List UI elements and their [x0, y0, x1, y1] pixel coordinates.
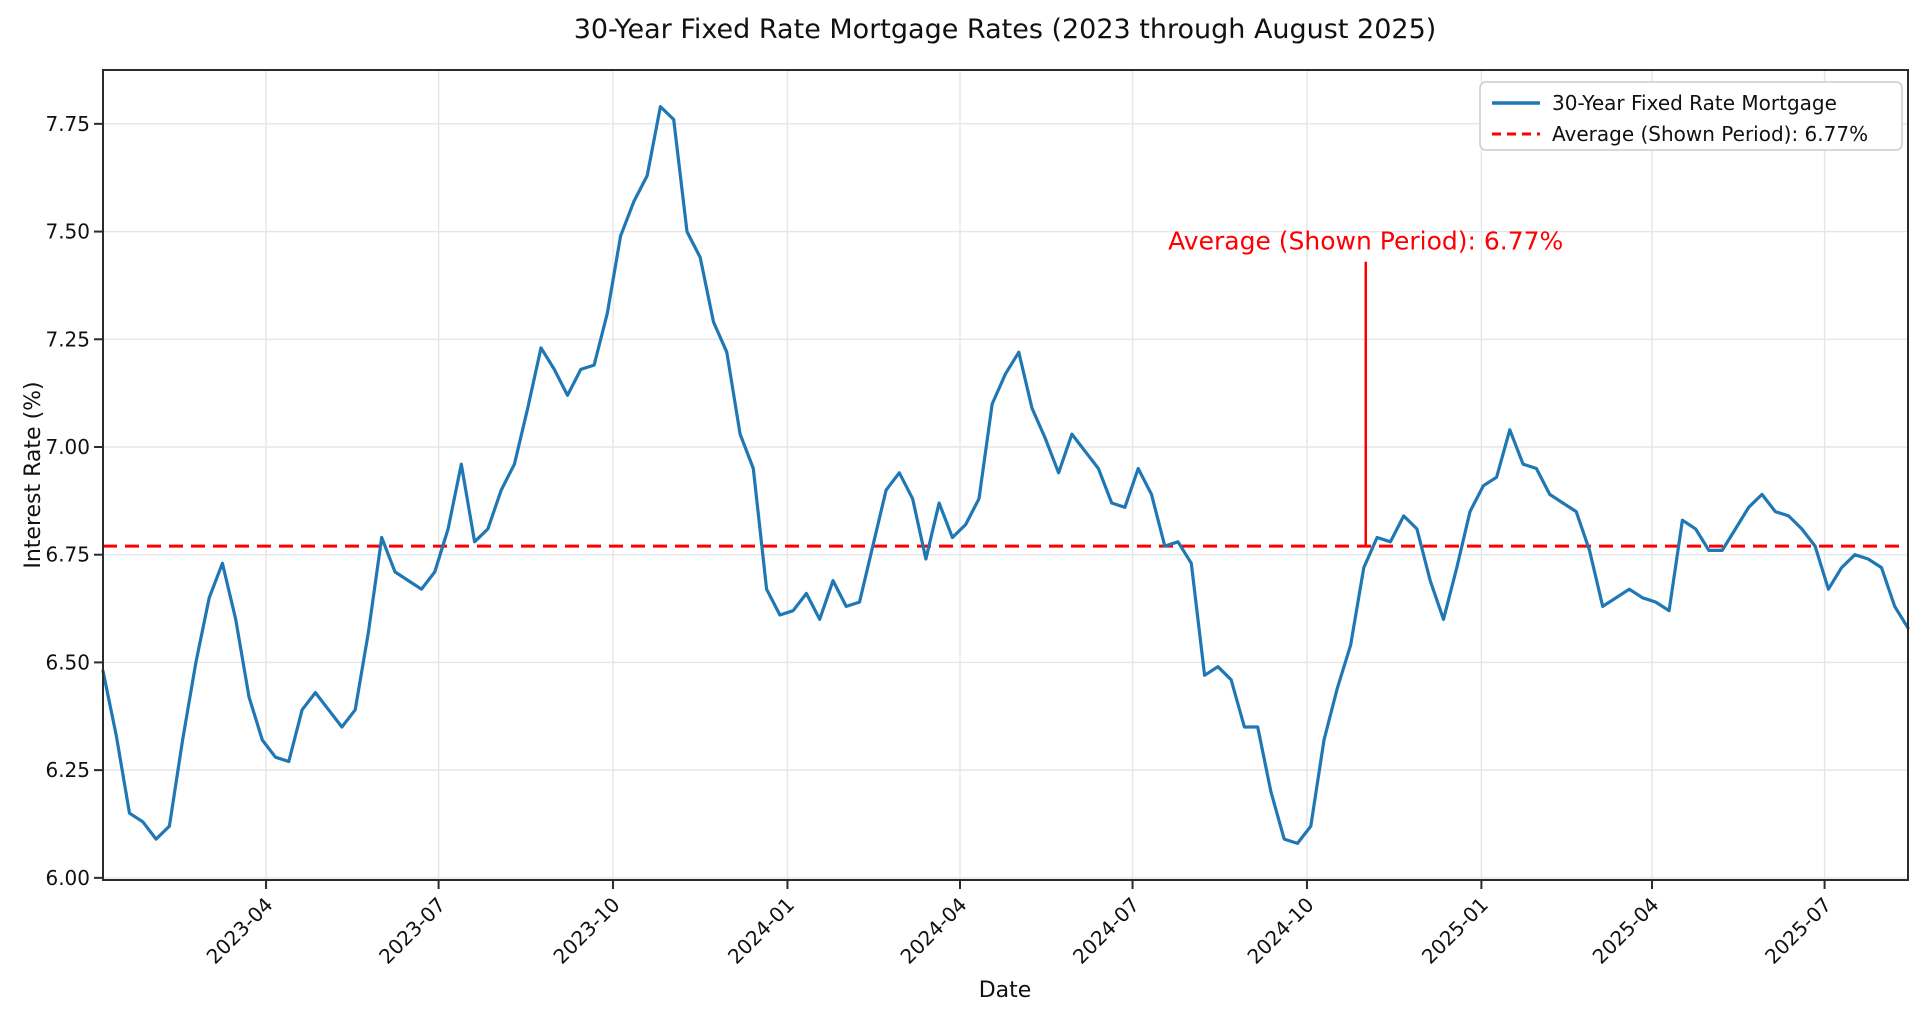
- y-axis-label: Interest Rate (%): [21, 381, 46, 568]
- x-tick-label: 2023-04: [202, 893, 278, 969]
- gridlines: [103, 70, 1908, 880]
- y-axis-ticks: 6.00 6.25 6.50 6.75 7.00 7.25 7.50 7.75: [45, 112, 103, 890]
- y-tick-label: 6.75: [45, 543, 90, 567]
- x-axis-ticks: 2023-04 2023-07 2023-10 2024-01 2024-04 2024-…: [202, 880, 1836, 969]
- y-tick-label: 7.75: [45, 112, 90, 136]
- y-tick-label: 7.00: [45, 435, 90, 459]
- x-axis-label: Date: [979, 978, 1032, 1003]
- y-tick-label: 6.00: [45, 866, 90, 890]
- axes-spines: [102, 69, 1909, 881]
- x-tick-label: 2024-10: [1242, 893, 1318, 969]
- y-tick-label: 6.50: [45, 650, 90, 674]
- x-tick-label: 2023-10: [548, 893, 624, 969]
- y-tick-label: 6.25: [45, 758, 90, 782]
- legend-label-average: Average (Shown Period): 6.77%: [1552, 122, 1868, 146]
- legend-box: [1479, 81, 1903, 151]
- legend: 30-Year Fixed Rate Mortgage Average (Sho…: [1479, 81, 1903, 151]
- y-tick-label: 7.50: [45, 220, 90, 244]
- y-tick-label: 7.25: [45, 327, 90, 351]
- x-tick-label: 2025-04: [1588, 893, 1664, 969]
- x-tick-label: 2024-04: [895, 893, 971, 969]
- annotation-text: Average (Shown Period): 6.77%: [1168, 227, 1563, 256]
- x-tick-label: 2025-01: [1417, 893, 1493, 969]
- chart-title: 30-Year Fixed Rate Mortgage Rates (2023 …: [574, 14, 1437, 45]
- mortgage-rate-line: [101, 105, 1910, 845]
- x-tick-label: 2025-07: [1760, 893, 1836, 969]
- x-tick-label: 2023-07: [374, 893, 450, 969]
- plot-area: [103, 70, 1908, 880]
- legend-label-mortgage: 30-Year Fixed Rate Mortgage: [1552, 91, 1837, 115]
- x-tick-label: 2024-07: [1068, 893, 1144, 969]
- x-tick-label: 2024-01: [723, 893, 799, 969]
